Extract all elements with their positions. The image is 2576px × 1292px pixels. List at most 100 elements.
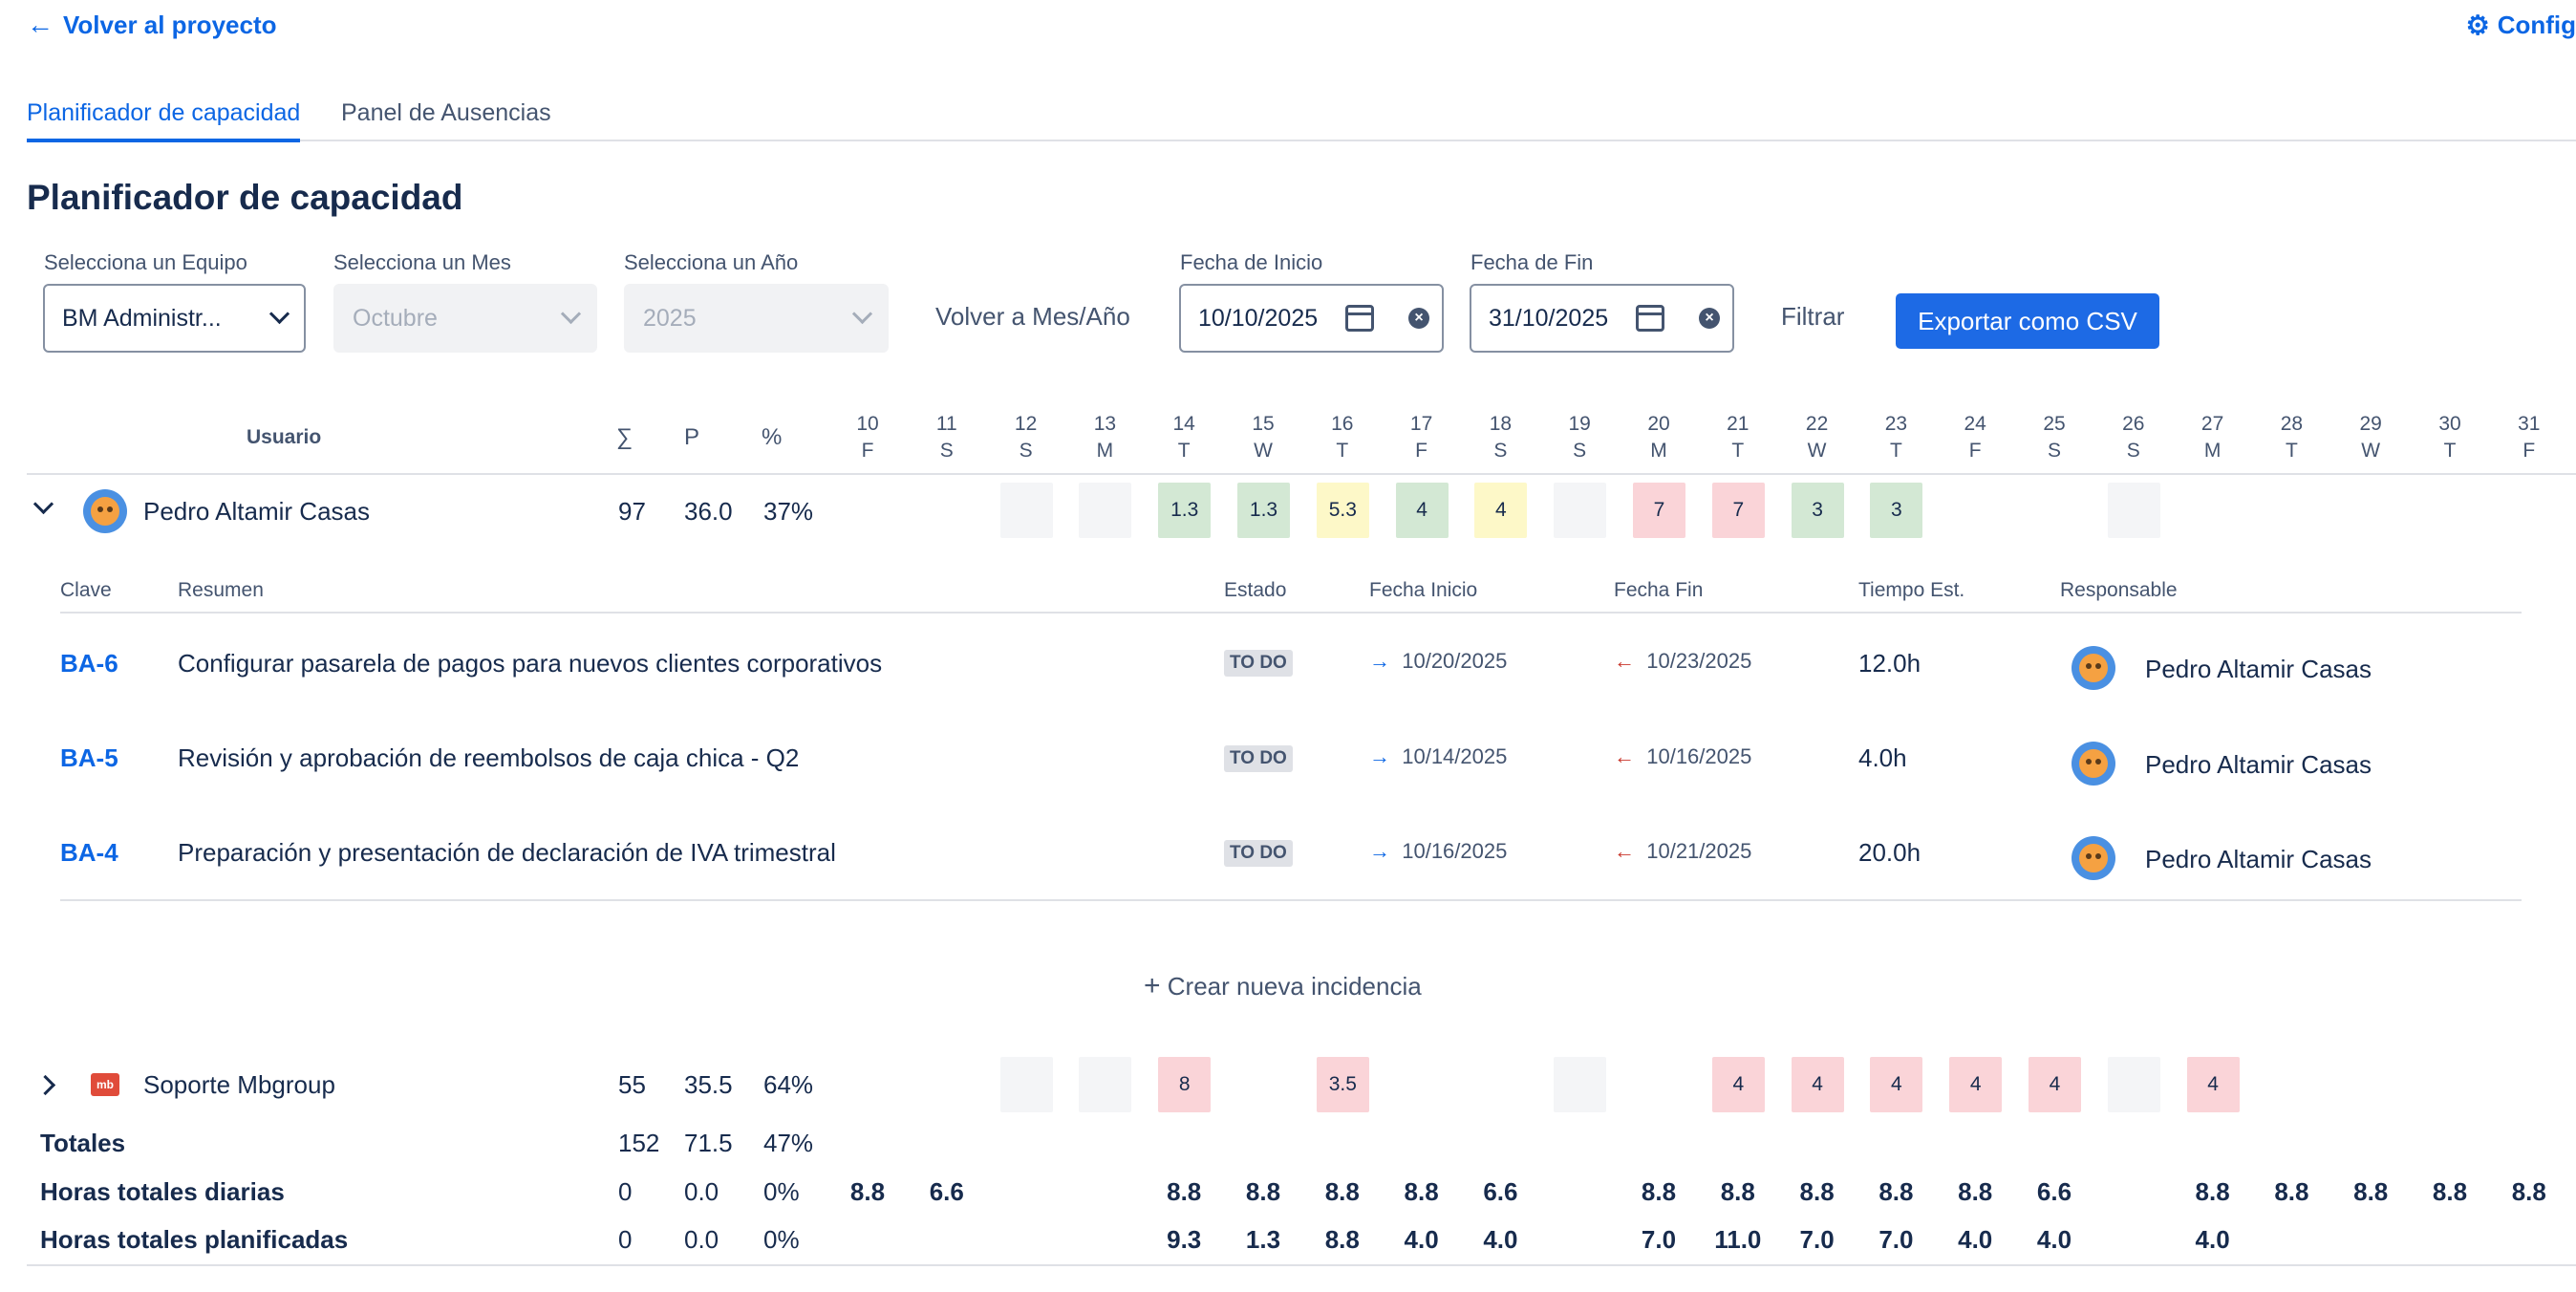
status-badge: TO DO — [1224, 650, 1293, 677]
end-date-input[interactable]: 31/10/2025 × — [1470, 284, 1734, 353]
team-label: Selecciona un Equipo — [44, 250, 247, 274]
chevron-down-icon[interactable] — [32, 493, 54, 515]
key-column-header: Clave — [60, 579, 112, 601]
day-header-27: 27 M — [2200, 413, 2224, 462]
day-total: 8.8 — [1958, 1177, 1993, 1206]
tab-absences-panel[interactable]: Panel de Ausencias — [341, 99, 551, 126]
divider — [27, 473, 2576, 475]
day-header-21: 21 T — [1727, 413, 1750, 462]
year-select[interactable]: 2025 — [624, 284, 889, 353]
day-cell[interactable]: 1.3 — [1158, 483, 1212, 538]
filter-button[interactable]: Filtrar — [1781, 302, 1845, 331]
day-total: 8.8 — [1324, 1225, 1360, 1254]
divider — [60, 612, 2522, 614]
day-cell[interactable] — [999, 483, 1053, 538]
issue-key-link[interactable]: BA-6 — [60, 649, 118, 678]
day-cell[interactable]: 5.3 — [1316, 483, 1369, 538]
day-total: 8.8 — [2432, 1177, 2468, 1206]
user-column-header: Usuario — [247, 426, 322, 448]
status-badge: TO DO — [1224, 745, 1293, 772]
issue-key-link[interactable]: BA-4 — [60, 838, 118, 867]
calendar-icon[interactable] — [1345, 305, 1374, 332]
day-cell[interactable]: 7 — [1633, 483, 1685, 538]
status-badge: TO DO — [1224, 840, 1293, 867]
chevron-right-icon[interactable] — [34, 1074, 56, 1096]
day-cell[interactable] — [2107, 483, 2160, 538]
issue-key-link[interactable]: BA-5 — [60, 743, 118, 772]
issue-assignee: Pedro Altamir Casas — [2145, 750, 2372, 779]
planned-sum: 0 — [618, 1225, 633, 1254]
day-total: 9.3 — [1167, 1225, 1202, 1254]
day-total: 8.8 — [1641, 1177, 1677, 1206]
arrow-left-icon: ← — [1614, 649, 1635, 673]
issue-start-date: → 10/16/2025 — [1369, 839, 1508, 863]
day-cell[interactable]: 4 — [1711, 1057, 1765, 1112]
chevron-down-icon — [560, 303, 582, 325]
day-cell[interactable] — [1079, 1057, 1132, 1112]
day-header-14: 14 T — [1172, 413, 1195, 462]
daily-p: 0.0 — [684, 1177, 719, 1206]
create-issue-button[interactable]: + Crear nueva incidencia — [1144, 970, 1422, 1002]
plus-icon: + — [1144, 970, 1161, 1001]
day-header-17: 17 F — [1409, 413, 1433, 462]
day-cell[interactable]: 3 — [1870, 483, 1923, 538]
day-cell[interactable]: 1.3 — [1237, 483, 1290, 538]
day-header-18: 18 S — [1489, 413, 1513, 462]
team-logo-icon: mb — [91, 1073, 119, 1096]
clear-icon[interactable]: × — [1699, 308, 1720, 329]
day-total: 6.6 — [929, 1177, 964, 1206]
team-select[interactable]: BM Administr... — [43, 284, 306, 353]
day-cell[interactable]: 4 — [1870, 1057, 1923, 1112]
day-header-16: 16 T — [1331, 413, 1354, 462]
month-select[interactable]: Octubre — [333, 284, 597, 353]
day-cell[interactable]: 4 — [2186, 1057, 2240, 1112]
avatar — [2072, 646, 2115, 690]
start-date-label: Fecha de Inicio — [1180, 250, 1323, 274]
day-cell[interactable]: 4 — [2029, 1057, 2081, 1112]
calendar-icon[interactable] — [1636, 305, 1664, 332]
day-cell[interactable]: 3.5 — [1316, 1057, 1369, 1112]
day-cell[interactable]: 7 — [1711, 483, 1765, 538]
issue-summary[interactable]: Configurar pasarela de pagos para nuevos… — [178, 649, 883, 678]
start-date-input[interactable]: 10/10/2025 × — [1179, 284, 1444, 353]
back-to-month-year-button[interactable]: Volver a Mes/Año — [935, 302, 1130, 331]
day-total: 8.8 — [2195, 1177, 2230, 1206]
issue-summary[interactable]: Preparación y presentación de declaració… — [178, 838, 836, 867]
day-total: 4.0 — [1958, 1225, 1993, 1254]
day-cell[interactable]: 4 — [1791, 1057, 1844, 1112]
day-cell[interactable] — [1079, 483, 1132, 538]
back-to-project-link[interactable]: ← Volver al proyecto — [27, 10, 277, 40]
user-pct: 37% — [763, 497, 814, 526]
export-csv-button[interactable]: Exportar como CSV — [1896, 293, 2159, 349]
day-cell[interactable] — [1554, 1057, 1607, 1112]
summary-column-header: Resumen — [178, 579, 264, 601]
day-header-25: 25 S — [2043, 413, 2066, 462]
clear-icon[interactable]: × — [1408, 308, 1429, 329]
issue-start-date: → 10/20/2025 — [1369, 649, 1508, 673]
day-cell[interactable] — [999, 1057, 1053, 1112]
day-total: 6.6 — [2036, 1177, 2072, 1206]
tab-capacity-planner[interactable]: Planificador de capacidad — [27, 99, 301, 142]
day-cell[interactable] — [2107, 1057, 2160, 1112]
user-p: 35.5 — [684, 1070, 733, 1099]
month-select-value: Octubre — [353, 304, 438, 332]
est-column-header: Tiempo Est. — [1858, 579, 1965, 601]
day-header-22: 22 W — [1805, 413, 1829, 462]
tab-bar: Planificador de capacidad Panel de Ausen… — [27, 94, 2576, 142]
day-cell[interactable]: 3 — [1791, 483, 1844, 538]
issue-estimate: 12.0h — [1858, 649, 1921, 678]
config-button[interactable]: ⚙ Config — [2466, 10, 2576, 41]
avatar — [2072, 742, 2115, 786]
day-cell[interactable]: 8 — [1158, 1057, 1212, 1112]
day-cell[interactable] — [1554, 483, 1607, 538]
user-name[interactable]: Soporte Mbgroup — [143, 1070, 335, 1099]
end-date-value: 31/10/2025 — [1489, 304, 1609, 332]
day-cell[interactable]: 4 — [1395, 483, 1449, 538]
issue-summary[interactable]: Revisión y aprobación de reembolsos de c… — [178, 743, 800, 772]
arrow-right-icon: → — [1369, 649, 1390, 673]
day-cell[interactable]: 4 — [1474, 483, 1528, 538]
day-header-19: 19 S — [1568, 413, 1591, 462]
team-select-value: BM Administr... — [62, 304, 222, 332]
user-name[interactable]: Pedro Altamir Casas — [143, 497, 370, 526]
day-cell[interactable]: 4 — [1949, 1057, 2003, 1112]
